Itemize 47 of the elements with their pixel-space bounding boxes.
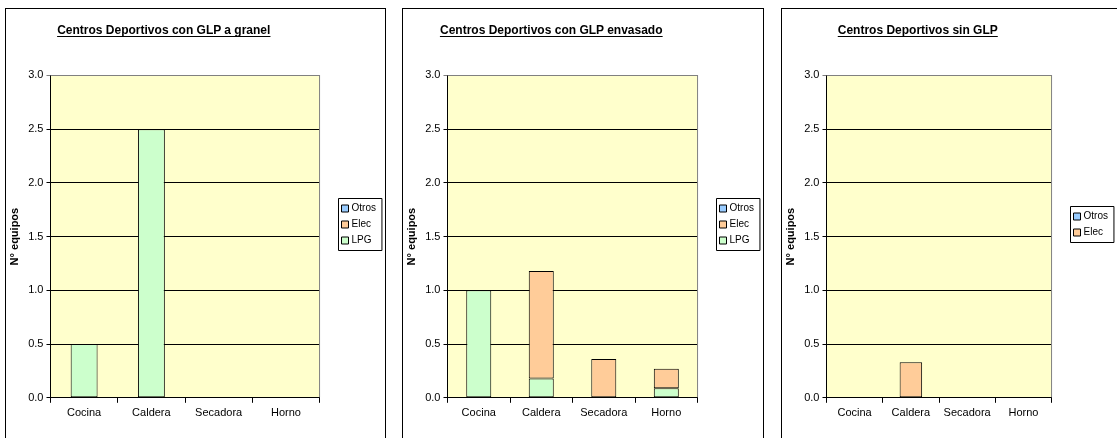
chart-title: Centros Deportivos sin GLP [837, 22, 998, 37]
y-tick-label: 2.5 [804, 122, 820, 135]
y-axis-title: N° equipos [404, 207, 417, 266]
x-tick-label: Horno [651, 406, 682, 419]
y-tick-label: 0.0 [804, 390, 820, 403]
y-tick-label: 2.0 [804, 175, 820, 188]
y-tick-label: 3.0 [804, 68, 820, 81]
y-tick-label: 1.0 [425, 283, 441, 296]
y-tick-label: 1.0 [804, 283, 820, 296]
x-tick-label: Horno [1008, 406, 1039, 419]
y-tick-label: 0.5 [425, 337, 441, 350]
y-tick-label: 0.5 [28, 337, 44, 350]
y-tick-label: 1.5 [28, 229, 44, 242]
y-axis-title: N° equipos [783, 207, 796, 266]
x-tick-label: Caldera [522, 406, 562, 419]
x-tick-label: Secadora [580, 406, 629, 419]
legend-label: Elec [729, 218, 749, 230]
legend-label: Otros [351, 202, 376, 214]
y-tick-label: 3.0 [28, 68, 44, 81]
chart-title: Centros Deportivos con GLP envasado [440, 22, 663, 37]
y-tick-label: 1.0 [28, 283, 44, 296]
y-tick-label: 2.5 [425, 122, 441, 135]
legend-label: Elec [351, 218, 371, 230]
y-tick-label: 0.0 [425, 390, 441, 403]
x-tick-label: Secadora [195, 406, 244, 419]
legend-label: Otros [1083, 210, 1108, 222]
legend-label: Elec [1083, 226, 1103, 238]
x-tick-label: Cocina [837, 406, 873, 419]
x-tick-label: Secadora [943, 406, 992, 419]
x-tick-label: Caldera [132, 406, 172, 419]
y-tick-label: 0.5 [804, 337, 820, 350]
y-tick-label: 2.0 [28, 175, 44, 188]
y-tick-label: 1.5 [804, 229, 820, 242]
y-tick-label: 0.0 [28, 390, 44, 403]
legend-label: LPG [351, 234, 372, 246]
legend-label: Otros [729, 202, 754, 214]
x-tick-label: Cocina [461, 406, 497, 419]
x-tick-label: Cocina [67, 406, 103, 419]
x-tick-label: Caldera [891, 406, 932, 419]
y-tick-label: 3.0 [425, 68, 441, 81]
chart-title: Centros Deportivos con GLP a granel [57, 22, 271, 37]
legend-label: LPG [729, 234, 750, 246]
y-axis-title: N° equipos [7, 207, 20, 266]
x-tick-label: Horno [270, 406, 301, 419]
y-tick-label: 1.5 [425, 229, 441, 242]
y-tick-label: 2.5 [28, 122, 44, 135]
y-tick-label: 2.0 [425, 175, 441, 188]
